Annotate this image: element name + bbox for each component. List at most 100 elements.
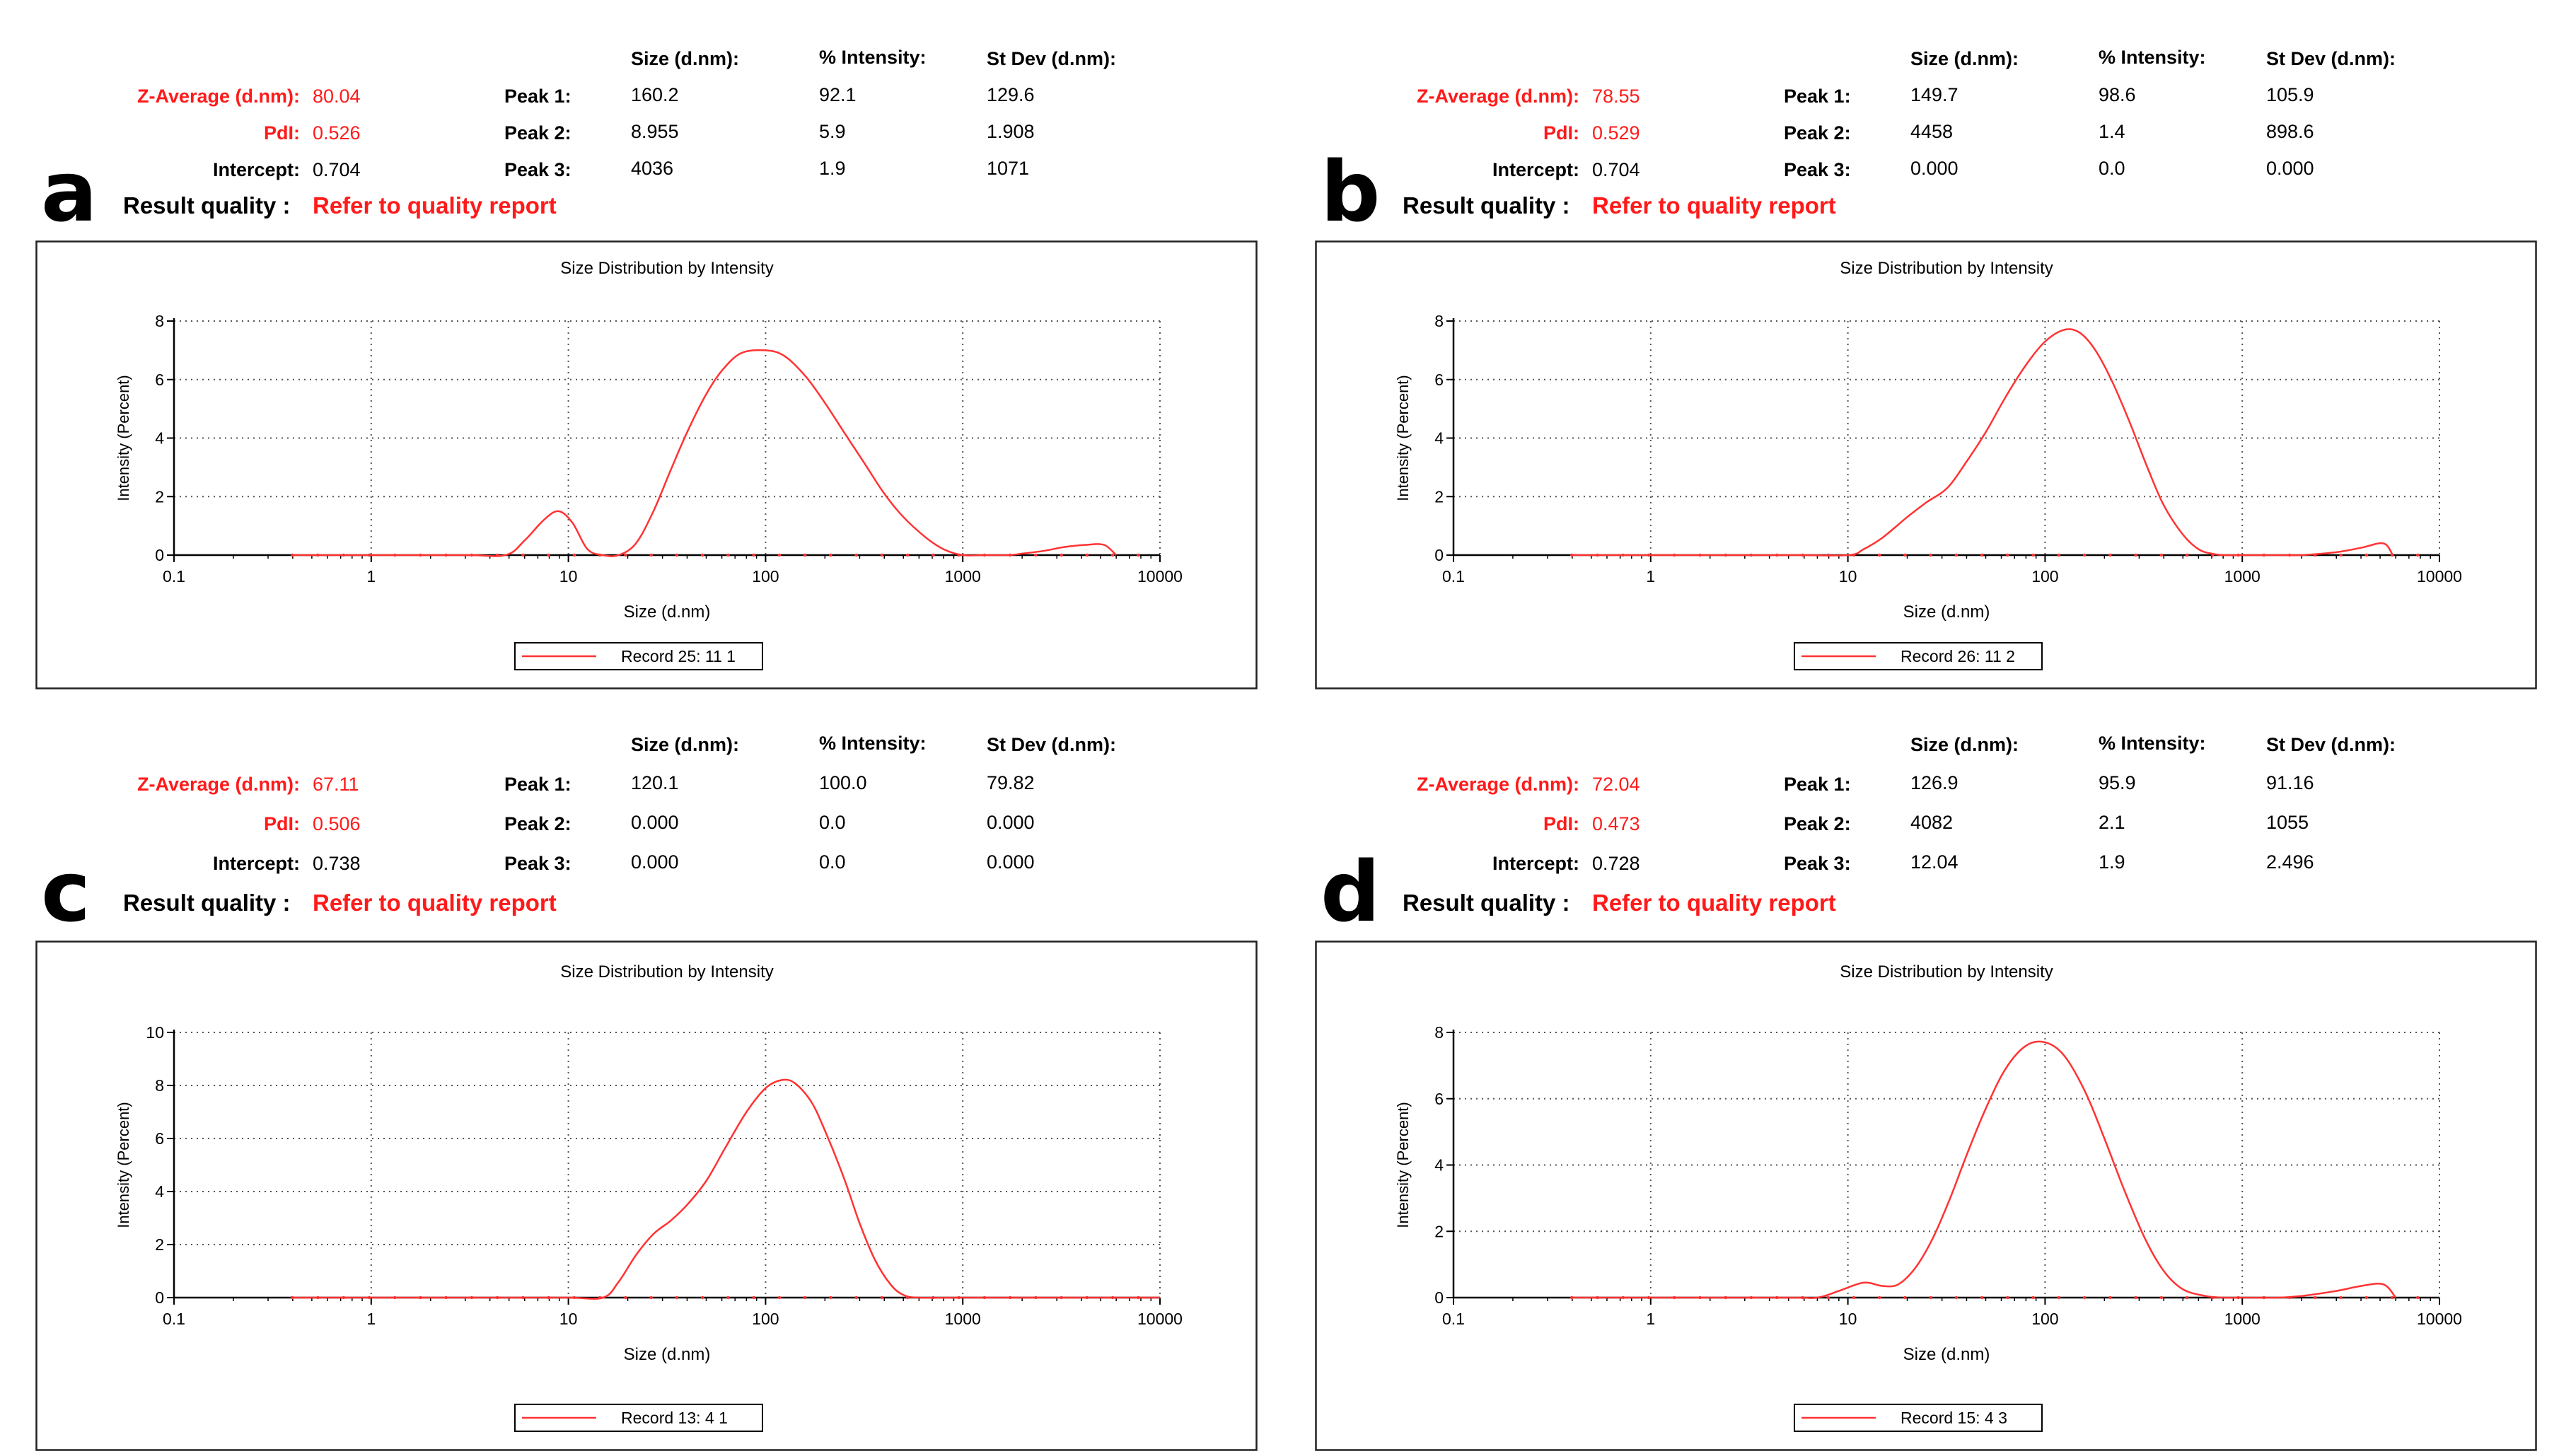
data-point [675,553,679,557]
col-header-stdev: St Dev (d.nm): [2266,734,2396,755]
data-point [1085,553,1089,557]
quality-report-link[interactable]: Refer to quality report [1592,890,1836,916]
data-point [547,553,550,557]
quality-report-link[interactable]: Refer to quality report [313,192,557,219]
data-point [342,1295,345,1300]
data-point [2364,1295,2369,1300]
x-tick-label: 0.1 [1442,567,1465,586]
data-point [393,1295,397,1300]
data-point [905,1295,910,1300]
series-line [1572,1040,2397,1299]
x-tick-label: 10 [559,567,578,586]
data-point [521,553,525,557]
data-point [2006,553,2009,557]
peak3-intensity: 0.0 [2099,158,2125,179]
peak3-intensity: 1.9 [819,158,846,179]
data-point [752,553,755,557]
data-point [675,1295,679,1300]
peak3-stdev: 1071 [987,158,1030,179]
peak2-size: 0.000 [631,812,679,833]
data-point [649,553,653,557]
data-point [547,1295,550,1300]
data-point [2364,553,2369,557]
y-tick-label: 6 [1434,371,1444,389]
data-point [1647,1295,1651,1300]
peak2-size: 4082 [1910,812,1954,833]
data-point [1980,1295,1984,1300]
data-point [932,1295,935,1300]
data-point [2159,1295,2164,1300]
x-tick-label: 10000 [1137,1310,1183,1328]
quality-report-link[interactable]: Refer to quality report [313,890,557,916]
data-point [1775,553,1779,557]
data-point [1008,1295,1012,1300]
zavg-value: 78.55 [1592,86,1640,107]
peak1-size: 160.2 [631,84,679,105]
peak1-stdev: 105.9 [2266,84,2314,105]
peak1-intensity: 100.0 [819,772,867,793]
col-header-intensity: % Intensity: [2099,47,2206,68]
data-point [854,1295,858,1300]
zavg-label: Z-Average (d.nm): [1416,86,1579,107]
peak2-label: Peak 2: [1784,813,1851,834]
peak3-stdev: 0.000 [987,851,1035,873]
x-axis-label: Size (d.nm) [624,1345,711,1364]
intercept-value: 0.738 [313,853,361,874]
data-point [496,553,499,557]
chart-title: Size Distribution by Intensity [1840,259,2053,278]
data-point [2006,1295,2009,1300]
peak1-intensity: 98.6 [2099,84,2136,105]
peak1-intensity: 92.1 [819,84,857,105]
peak3-intensity: 1.9 [2099,851,2125,873]
y-tick-label: 4 [1434,1156,1444,1175]
size-distribution-chart: Size Distribution by Intensity 0.1 1 10 100 1… [35,240,1258,689]
zavg-value: 80.04 [313,86,361,107]
data-point [1878,1295,1881,1300]
y-tick-label: 6 [1434,1090,1444,1108]
data-point [2031,553,2035,557]
data-point [1137,553,1140,557]
quality-report-link[interactable]: Refer to quality report [1592,192,1836,219]
col-header-intensity: % Intensity: [2099,733,2206,754]
panel-letter: b [1321,143,1381,240]
data-point [521,1295,525,1300]
data-point [1596,553,1599,557]
data-point [880,553,884,557]
data-point [1749,1295,1753,1300]
y-tick-label: 0 [1434,1288,1444,1307]
x-tick-label: 100 [752,567,779,586]
peak1-stdev: 79.82 [987,772,1035,793]
y-axis-label: Intensity (Percent) [115,375,132,501]
y-tick-label: 2 [155,1235,164,1254]
data-point [1826,1295,1830,1300]
data-point [1085,1295,1089,1300]
legend-box [1794,1404,2043,1432]
intercept-label: Intercept: [1492,853,1579,874]
peak1-stdev: 129.6 [987,84,1035,105]
data-point [2082,553,2087,557]
y-tick-label: 2 [1434,1222,1444,1240]
data-point [2031,1295,2035,1300]
x-tick-label: 10000 [2417,567,2462,586]
data-point [419,1295,422,1300]
data-point [624,553,627,557]
data-point [2339,553,2343,557]
data-point [1775,1295,1779,1300]
data-point [572,553,576,557]
x-axis-label: Size (d.nm) [1903,1345,1990,1364]
data-point [2287,553,2292,557]
x-tick-label: 100 [2031,567,2058,586]
x-tick-label: 10000 [2417,1310,2462,1328]
intercept-label: Intercept: [212,853,300,874]
data-point [803,553,807,557]
peak2-intensity: 0.0 [819,812,846,833]
data-point [932,553,935,557]
data-point [1878,553,1881,557]
intercept-value: 0.704 [1592,159,1640,180]
x-tick-label: 1000 [945,567,981,586]
peak1-label: Peak 1: [1784,774,1851,795]
y-tick-label: 0 [155,1288,164,1307]
data-point [1034,553,1038,557]
pdi-label: PdI: [264,813,300,834]
chart-frame [35,940,1258,1451]
